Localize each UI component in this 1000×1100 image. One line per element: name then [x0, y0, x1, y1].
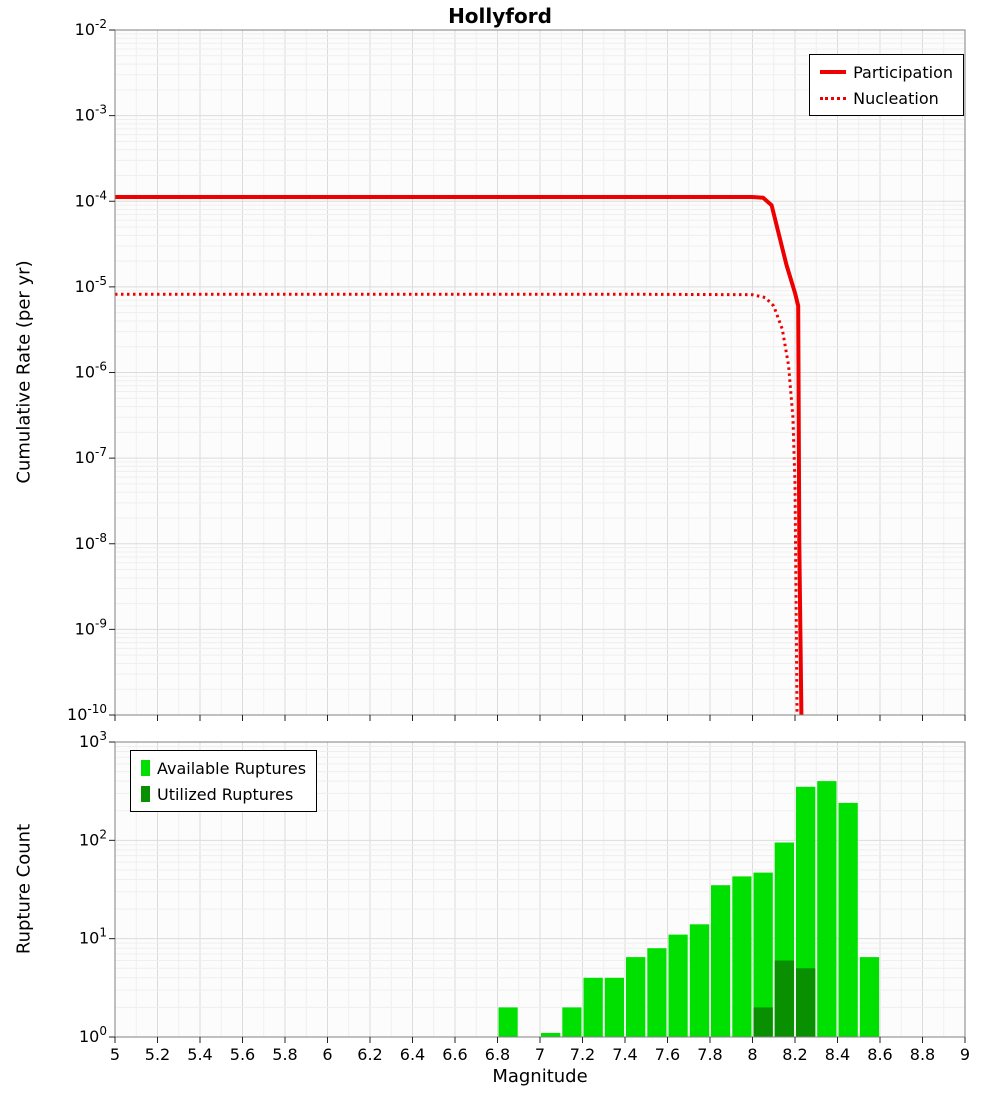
y-tick-label: 102	[79, 827, 107, 849]
nucleation-line	[115, 292, 799, 715]
x-tick-label: 6.2	[357, 1045, 382, 1064]
rect-swatch-icon	[141, 786, 150, 802]
legend-item-available-ruptures: Available Ruptures	[141, 755, 306, 781]
x-tick-label: 8.4	[825, 1045, 850, 1064]
x-tick-label: 5.8	[272, 1045, 297, 1064]
chart-title: Hollyford	[448, 4, 552, 28]
x-tick-label: 6	[322, 1045, 332, 1064]
y-tick-label: 10-5	[75, 274, 107, 296]
y-tick-label: 10-7	[75, 445, 107, 467]
legend-label: Nucleation	[853, 88, 939, 108]
x-tick-label: 8.2	[782, 1045, 807, 1064]
y-tick-label: 10-6	[75, 360, 107, 382]
x-axis-title: Magnitude	[492, 1066, 588, 1087]
x-tick-label: 8	[747, 1045, 757, 1064]
x-tick-label: 5.4	[187, 1045, 212, 1064]
available-rupture-bar	[753, 872, 773, 1037]
available-rupture-bar	[817, 781, 837, 1037]
x-tick-label: 7.2	[570, 1045, 595, 1064]
x-tick-label: 7	[535, 1045, 545, 1064]
y-tick-label: 10-9	[75, 616, 107, 638]
utilized-rupture-bar	[774, 960, 794, 1037]
available-rupture-bar	[838, 802, 858, 1037]
available-rupture-bar	[626, 957, 646, 1037]
x-tick-label: 6.8	[485, 1045, 510, 1064]
x-tick-label: 7.6	[655, 1045, 680, 1064]
legend-label: Participation	[853, 62, 953, 82]
line-dotted-swatch-icon	[820, 96, 847, 100]
available-rupture-bar	[711, 885, 731, 1037]
x-tick-label: 5	[110, 1045, 120, 1064]
available-rupture-bar	[562, 1007, 582, 1037]
legend-label: Utilized Ruptures	[157, 784, 294, 804]
x-tick-label: 6.4	[400, 1045, 425, 1064]
available-rupture-bar	[668, 934, 688, 1037]
available-rupture-bar	[541, 1032, 561, 1037]
x-tick-label: 6.6	[442, 1045, 467, 1064]
x-tick-label: 9	[960, 1045, 970, 1064]
available-rupture-bar	[647, 948, 667, 1037]
utilized-rupture-bar	[753, 1007, 773, 1037]
x-tick-label: 5.2	[145, 1045, 170, 1064]
y-tick-label: 10-4	[75, 188, 107, 210]
participation-line	[115, 195, 804, 715]
x-tick-label: 8.8	[910, 1045, 935, 1064]
legend-item-participation: Participation	[820, 59, 953, 85]
available-rupture-bar	[498, 1007, 518, 1037]
x-tick-label: 8.6	[867, 1045, 892, 1064]
available-rupture-bar	[604, 977, 624, 1037]
y-tick-label: 100	[79, 1024, 107, 1046]
available-rupture-bar	[732, 876, 752, 1037]
x-tick-label: 7.4	[612, 1045, 637, 1064]
y-tick-label: 101	[79, 926, 107, 948]
y-tick-label: 10-10	[67, 702, 107, 724]
x-tick-label: 5.6	[230, 1045, 255, 1064]
utilized-rupture-bar	[796, 968, 816, 1037]
rect-swatch-icon	[141, 760, 150, 776]
legend-label: Available Ruptures	[157, 758, 307, 778]
line-solid-swatch-icon	[820, 70, 847, 74]
y-tick-label: 10-8	[75, 531, 107, 553]
y-tick-label: 103	[79, 729, 107, 751]
series-layer	[115, 195, 804, 715]
bottom-legend: Available Ruptures Utilized Ruptures	[130, 750, 318, 812]
available-rupture-bar	[689, 924, 710, 1037]
legend-item-utilized-ruptures: Utilized Ruptures	[141, 781, 306, 807]
y-tick-label: 10-2	[75, 17, 107, 39]
top-legend: Participation Nucleation	[809, 54, 964, 116]
x-tick-label: 7.8	[697, 1045, 722, 1064]
legend-item-nucleation: Nucleation	[820, 85, 953, 111]
y-tick-label: 10-3	[75, 103, 107, 125]
available-rupture-bar	[583, 977, 603, 1037]
available-rupture-bar	[859, 957, 880, 1037]
series-layer	[498, 781, 880, 1037]
